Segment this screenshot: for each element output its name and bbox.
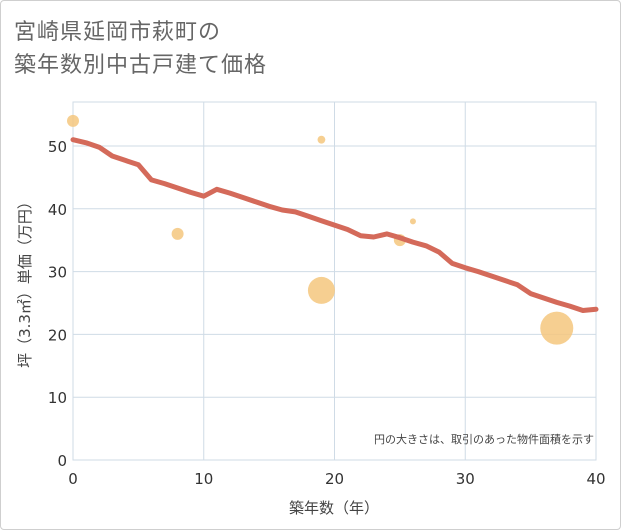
chart-title: 宮崎県延岡市萩町の 築年数別中古戸建て価格: [14, 16, 267, 82]
data-point-5: [409, 218, 416, 225]
data-point-0: [67, 114, 79, 127]
x-tick-label-4: 40: [586, 470, 605, 488]
trend-line: [70, 137, 599, 313]
x-tick-label-3: 30: [456, 470, 475, 488]
y-tick-label-3: 30: [48, 264, 67, 282]
data-point-1: [171, 227, 184, 240]
data-points: [67, 114, 574, 345]
plot-area-border: [72, 101, 597, 461]
x-tick-label-1: 10: [194, 470, 213, 488]
chart-title-line-2: 築年数別中古戸建て価格: [14, 53, 268, 78]
y-tick-labels: 0 10 20 30 40 50: [48, 138, 67, 470]
x-tick-label-0: 0: [68, 470, 78, 488]
x-tick-labels: 0 10 20 30 40: [68, 470, 605, 488]
chart-title-line-1: 宮崎県延岡市萩町の: [14, 20, 222, 45]
y-tick-label-5: 50: [48, 138, 67, 156]
y-tick-label-4: 40: [48, 201, 67, 219]
y-tick-label-1: 10: [48, 389, 67, 407]
y-tick-label-0: 0: [57, 452, 67, 470]
data-point-3: [307, 276, 335, 304]
size-annotation: 円の大きさは、取引のあった物件面積を示す: [374, 432, 594, 446]
y-axis-label: 坪（3.3㎡）単価（万円）: [16, 194, 34, 368]
x-tick-label-2: 20: [325, 470, 344, 488]
grid-lines: [72, 102, 597, 461]
y-tick-label-2: 20: [48, 326, 67, 344]
data-point-2: [317, 135, 326, 144]
data-point-6: [540, 311, 574, 345]
x-axis-label: 築年数（年）: [289, 499, 379, 517]
